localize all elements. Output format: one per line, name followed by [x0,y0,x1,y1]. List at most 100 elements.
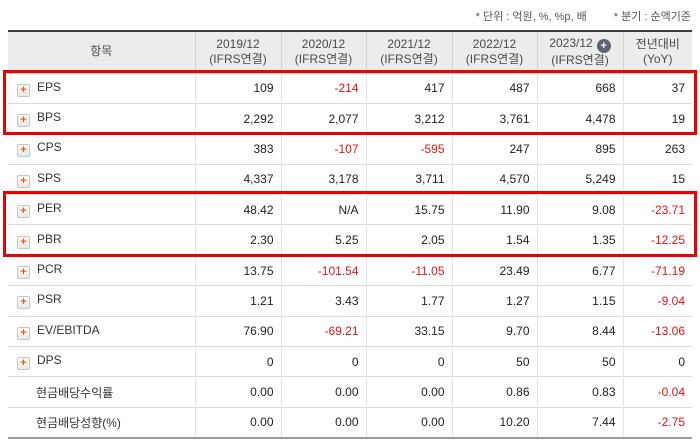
column-header-2019-12: 2019/12 (IFRS연결) [194,31,281,74]
table-row: + EPS 109 -214 417 487 668 37 [8,73,692,104]
value-cell: 11.90 [451,194,537,225]
column-header-2022-12: 2022/12 (IFRS연결) [451,31,537,74]
table-row: + PSR 1.21 3.43 1.77 1.27 1.15 -9.04 [8,285,692,317]
expand-plus-icon[interactable]: + [17,114,30,128]
value-cell: -214 [280,73,366,104]
column-sub: (IFRS연결) [380,52,438,67]
value-cell: 1.15 [536,285,623,317]
value-cell: -23.71 [622,194,692,225]
column-sub: (IFRS연결) [465,52,524,67]
value-cell: 0 [622,346,692,377]
column-year: 2021/12 [387,36,431,51]
value-cell: 1.27 [451,285,537,317]
row-label-cell: 현금배당수익률 [8,376,195,408]
column-year: 전년대비 [635,36,680,51]
value-cell: -11.05 [365,254,452,286]
value-cell: -13.06 [622,315,692,347]
value-cell: -71.19 [622,254,692,286]
row-label-cell: + DPS [8,346,195,377]
value-cell: 37 [622,73,692,104]
expand-plus-icon[interactable]: + [17,174,30,188]
value-cell: 263 [622,133,692,165]
value-cell: 1.35 [536,224,623,256]
value-cell: 23.49 [451,254,537,286]
value-cell: 50 [451,346,537,377]
row-label: PER [37,201,62,216]
value-cell: 0 [365,346,452,377]
expand-plus-icon[interactable]: + [17,266,30,280]
value-cell: 1.21 [194,285,281,317]
row-label: EPS [37,79,62,94]
column-sub: (IFRS연결) [294,52,353,67]
value-cell: 3,711 [365,163,452,195]
value-cell: 5,249 [536,163,623,195]
value-cell: 2,077 [280,102,366,134]
column-sub: (IFRS연결) [551,52,609,67]
value-cell: -595 [365,133,452,165]
expand-plus-icon[interactable]: + [17,357,30,371]
row-label: PBR [37,231,62,246]
row-label: 현금배당수익률 [36,385,114,400]
value-cell: 668 [536,73,623,104]
table-notes: * 단위 : 억원, %, %p, 배 * 분기 : 순액기준 [476,8,691,24]
row-label-cell: + CPS [8,133,195,165]
column-year: 2022/12 [472,36,517,51]
table-row: + CPS 383 -107 -595 247 895 263 [8,133,692,165]
value-cell: -12.25 [622,224,692,256]
value-cell: 0.00 [280,406,366,438]
value-cell: 76.90 [194,315,281,347]
value-cell: -69.21 [280,315,366,347]
value-cell: 0 [280,346,366,377]
column-header-2023-12: 2023/12 + (IFRS연결) [536,31,623,74]
column-sub: (YoY) [642,52,673,67]
value-cell: 0 [194,346,281,377]
expand-plus-icon[interactable]: + [17,296,30,310]
value-cell: 48.42 [194,194,281,225]
row-label: DPS [37,353,62,368]
value-cell: 15 [622,163,692,195]
value-cell: 2.05 [365,224,452,256]
row-label: BPS [37,110,62,125]
expand-plus-icon[interactable]: + [17,326,30,340]
value-cell: 3,761 [451,102,537,134]
expand-plus-icon[interactable]: + [17,144,30,158]
column-header-yoy: 전년대비 (YoY) [622,31,692,74]
value-cell: 2,292 [194,102,281,134]
expand-plus-icon[interactable]: + [17,205,30,219]
table-row: + EV/EBITDA 76.90 -69.21 33.15 9.70 8.44 -13.06 [8,315,692,347]
value-cell: 15.75 [365,194,452,225]
value-cell: 3,178 [280,163,366,195]
value-cell: 0.00 [194,406,281,438]
expand-plus-icon[interactable]: + [17,235,30,249]
table-row: 현금배당수익률 0.00 0.00 0.00 0.86 0.83 -0.04 [8,376,692,408]
column-year-with-add: 2023/12 + [538,36,623,53]
row-label-cell: + PER [8,194,195,225]
value-cell: 0.00 [365,406,452,438]
column-header-2021-12: 2021/12 (IFRS연결) [365,31,452,74]
value-cell: -101.54 [280,254,366,286]
value-cell: 3,212 [365,102,452,134]
value-cell: -0.04 [622,376,692,408]
value-cell: 1.54 [451,224,537,256]
add-column-plus-icon[interactable]: + [596,38,611,53]
value-cell: 0.86 [451,376,537,408]
table-row: + SPS 4,337 3,178 3,711 4,570 5,249 15 [8,163,692,195]
column-sub: (IFRS연결) [209,52,267,67]
value-cell: 7.44 [536,406,623,438]
value-cell: 4,570 [451,163,537,195]
column-year: 2023/12 [549,35,593,50]
basis-note: * 분기 : 순액기준 [613,11,691,23]
column-year: 2020/12 [301,36,346,51]
row-label-cell: + SPS [8,163,195,195]
value-cell: 9.08 [536,194,623,225]
financial-ratio-table: 항목 2019/12 (IFRS연결) 2020/12 (IFRS연결) 202… [8,30,692,439]
expand-plus-icon[interactable]: + [17,83,30,97]
row-label-cell: + PCR [8,254,195,286]
value-cell: -2.75 [622,406,692,438]
value-cell: -107 [280,133,366,165]
value-cell: 0.00 [194,376,281,408]
unit-note: * 단위 : 억원, %, %p, 배 [475,11,587,23]
value-cell: 10.20 [451,406,537,438]
value-cell: 19 [622,102,692,134]
value-cell: 9.70 [451,315,537,347]
